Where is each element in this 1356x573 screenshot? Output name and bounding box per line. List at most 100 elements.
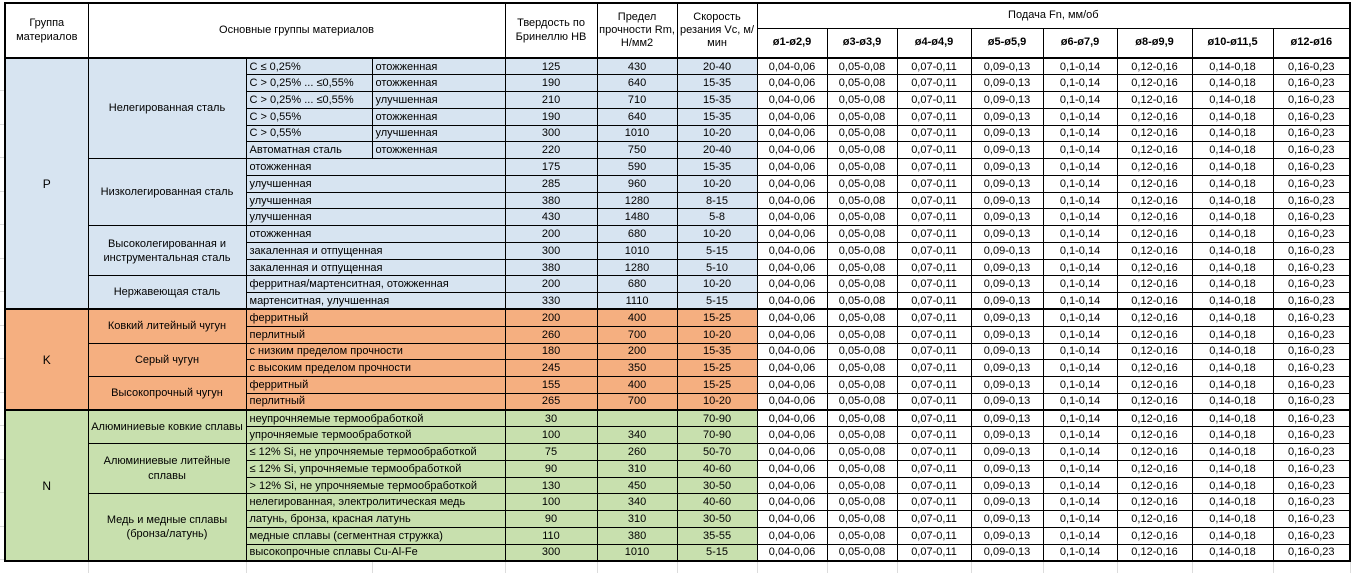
cell-feed[interactable]: 0,12-0,16 <box>1116 107 1193 126</box>
cell-feed[interactable]: 0,14-0,18 <box>1191 376 1274 394</box>
cell-feed[interactable]: 0,05-0,08 <box>826 174 898 193</box>
cell-feed[interactable]: 0,07-0,11 <box>896 493 972 512</box>
cell-composition[interactable]: Автоматная сталь <box>245 141 373 160</box>
header-strength[interactable]: Предел прочности Rm, Н/мм2 <box>596 2 678 59</box>
cell-feed[interactable]: 0,05-0,08 <box>826 124 898 143</box>
cell-feed[interactable]: 0,16-0,23 <box>1272 225 1351 243</box>
cell-hardness[interactable]: 265 <box>504 392 598 411</box>
cell-composition[interactable]: C > 0,25% ... ≤0,55% <box>245 91 373 109</box>
cell-description[interactable]: ферритная/мартенситная, отожженная <box>245 275 506 294</box>
cell-feed[interactable]: 0,14-0,18 <box>1191 359 1274 378</box>
cell-feed[interactable]: 0,14-0,18 <box>1191 409 1274 428</box>
cell-strength[interactable]: 400 <box>596 376 678 394</box>
cell-feed[interactable]: 0,14-0,18 <box>1191 57 1274 76</box>
cell-hardness[interactable]: 380 <box>504 191 598 210</box>
cell-description[interactable]: ≤ 12% Si, упрочняемые термообработкой <box>245 459 506 478</box>
header-feed-d7[interactable]: ø10-ø11,5 <box>1191 27 1274 59</box>
header-feed-d8[interactable]: ø12-ø16 <box>1272 27 1351 59</box>
cell-feed[interactable]: 0,04-0,06 <box>756 225 828 243</box>
cell-speed[interactable]: 15-35 <box>676 342 758 361</box>
cell-feed[interactable]: 0,05-0,08 <box>826 426 898 445</box>
cell-feed[interactable]: 0,09-0,13 <box>970 208 1044 227</box>
cell-feed[interactable]: 0,07-0,11 <box>896 526 972 545</box>
cell-feed[interactable]: 0,04-0,06 <box>756 476 828 495</box>
cell-feed[interactable]: 0,1-0,14 <box>1042 392 1118 411</box>
cell-speed[interactable]: 35-55 <box>676 526 758 545</box>
cell-strength[interactable]: 700 <box>596 325 678 344</box>
cell-speed[interactable]: 20-40 <box>676 141 758 160</box>
cell-feed[interactable]: 0,05-0,08 <box>826 107 898 126</box>
header-cutting-speed[interactable]: Скорость резания Vc, м/мин <box>676 2 758 59</box>
cell-feed[interactable]: 0,04-0,06 <box>756 258 828 277</box>
cell-hardness[interactable]: 245 <box>504 359 598 378</box>
cell-feed[interactable]: 0,16-0,23 <box>1272 443 1351 461</box>
cell-feed[interactable]: 0,12-0,16 <box>1116 275 1193 294</box>
cell-feed[interactable]: 0,04-0,06 <box>756 543 828 562</box>
cell-feed[interactable]: 0,05-0,08 <box>826 241 898 260</box>
cell-strength[interactable]: 710 <box>596 91 678 109</box>
cell-feed[interactable]: 0,16-0,23 <box>1272 308 1351 327</box>
cell-feed[interactable]: 0,12-0,16 <box>1116 241 1193 260</box>
cell-feed[interactable]: 0,16-0,23 <box>1272 275 1351 294</box>
cell-feed[interactable]: 0,05-0,08 <box>826 392 898 411</box>
cell-feed[interactable]: 0,14-0,18 <box>1191 191 1274 210</box>
cell-feed[interactable]: 0,05-0,08 <box>826 91 898 109</box>
cell-feed[interactable]: 0,07-0,11 <box>896 376 972 394</box>
cell-strength[interactable]: 200 <box>596 342 678 361</box>
cell-feed[interactable]: 0,09-0,13 <box>970 91 1044 109</box>
cell-feed[interactable]: 0,05-0,08 <box>826 493 898 512</box>
cell-strength[interactable]: 1480 <box>596 208 678 227</box>
cell-feed[interactable]: 0,16-0,23 <box>1272 459 1351 478</box>
cell-feed[interactable]: 0,05-0,08 <box>826 359 898 378</box>
cell-feed[interactable]: 0,07-0,11 <box>896 74 972 93</box>
cell-hardness[interactable]: 100 <box>504 493 598 512</box>
cell-hardness[interactable]: 90 <box>504 459 598 478</box>
cell-feed[interactable]: 0,12-0,16 <box>1116 443 1193 461</box>
cell-feed[interactable]: 0,16-0,23 <box>1272 359 1351 378</box>
cell-feed[interactable]: 0,1-0,14 <box>1042 476 1118 495</box>
cell-feed[interactable]: 0,04-0,06 <box>756 141 828 160</box>
cell-feed[interactable]: 0,07-0,11 <box>896 342 972 361</box>
cell-feed[interactable]: 0,04-0,06 <box>756 292 828 310</box>
cell-description[interactable]: закаленная и отпущенная <box>245 241 506 260</box>
cell-feed[interactable]: 0,07-0,11 <box>896 124 972 143</box>
cell-feed[interactable]: 0,1-0,14 <box>1042 258 1118 277</box>
cell-description[interactable]: перлитный <box>245 392 506 411</box>
cell-section-name[interactable]: Алюминиевые ковкие сплавы <box>87 409 247 445</box>
cell-strength[interactable]: 680 <box>596 275 678 294</box>
cell-strength[interactable]: 680 <box>596 225 678 243</box>
cell-section-name[interactable]: Алюминиевые литейные сплавы <box>87 443 247 495</box>
cell-speed[interactable]: 8-15 <box>676 191 758 210</box>
cell-strength[interactable]: 640 <box>596 107 678 126</box>
cell-feed[interactable]: 0,05-0,08 <box>826 258 898 277</box>
cell-strength[interactable] <box>596 409 678 428</box>
cell-feed[interactable]: 0,1-0,14 <box>1042 510 1118 528</box>
cell-hardness[interactable]: 260 <box>504 325 598 344</box>
cell-feed[interactable]: 0,14-0,18 <box>1191 141 1274 160</box>
cell-feed[interactable]: 0,04-0,06 <box>756 275 828 294</box>
cell-feed[interactable]: 0,07-0,11 <box>896 275 972 294</box>
cell-feed[interactable]: 0,1-0,14 <box>1042 141 1118 160</box>
cell-description[interactable]: латунь, бронза, красная латунь <box>245 510 506 528</box>
cell-feed[interactable]: 0,07-0,11 <box>896 426 972 445</box>
cell-feed[interactable]: 0,12-0,16 <box>1116 308 1193 327</box>
cell-feed[interactable]: 0,07-0,11 <box>896 443 972 461</box>
cell-feed[interactable]: 0,12-0,16 <box>1116 459 1193 478</box>
cell-feed[interactable]: 0,1-0,14 <box>1042 241 1118 260</box>
cell-feed[interactable]: 0,12-0,16 <box>1116 409 1193 428</box>
cell-strength[interactable]: 400 <box>596 308 678 327</box>
cell-feed[interactable]: 0,14-0,18 <box>1191 124 1274 143</box>
cell-feed[interactable]: 0,04-0,06 <box>756 91 828 109</box>
cell-speed[interactable]: 15-35 <box>676 158 758 176</box>
cell-feed[interactable]: 0,1-0,14 <box>1042 409 1118 428</box>
cell-feed[interactable]: 0,12-0,16 <box>1116 359 1193 378</box>
cell-feed[interactable]: 0,05-0,08 <box>826 526 898 545</box>
cell-strength[interactable]: 700 <box>596 392 678 411</box>
cell-composition[interactable]: C > 0,55% <box>245 107 373 126</box>
cell-group-letter[interactable]: N <box>4 409 89 562</box>
cell-speed[interactable]: 5-10 <box>676 258 758 277</box>
cell-feed[interactable]: 0,09-0,13 <box>970 459 1044 478</box>
cell-feed[interactable]: 0,14-0,18 <box>1191 241 1274 260</box>
cell-feed[interactable]: 0,09-0,13 <box>970 493 1044 512</box>
cell-speed[interactable]: 20-40 <box>676 57 758 76</box>
